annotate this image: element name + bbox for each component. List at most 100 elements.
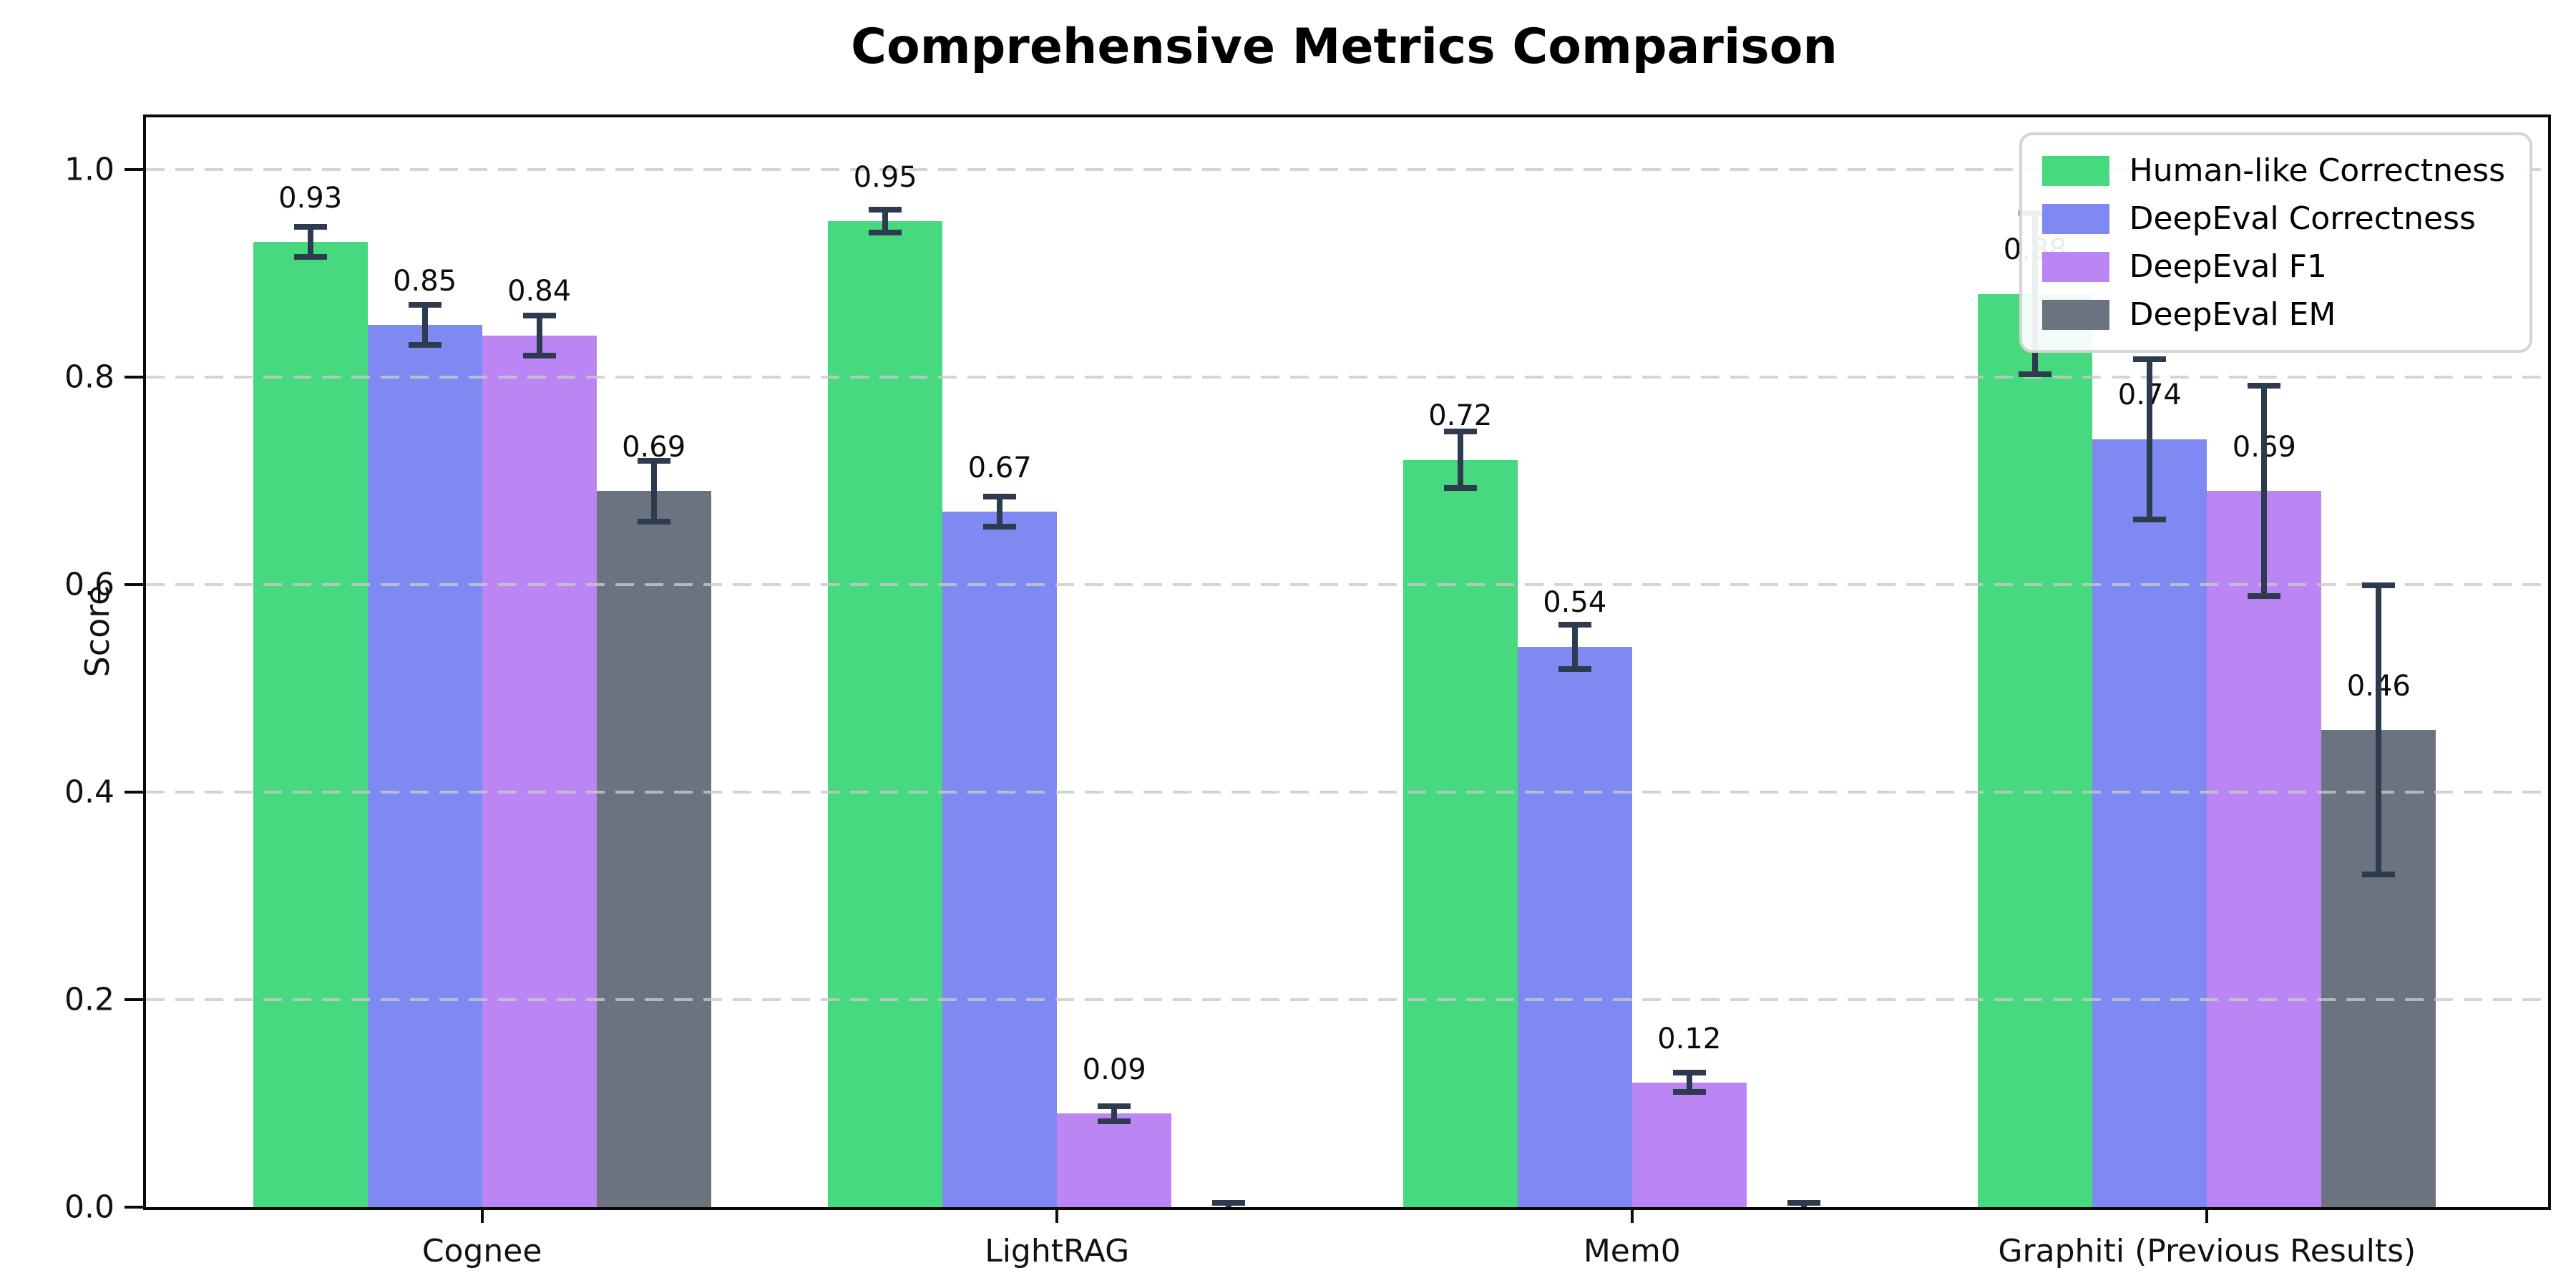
error-bar-cap (2362, 582, 2396, 588)
error-bar-cap (408, 342, 441, 348)
bar-value-label: 0.84 (507, 275, 572, 308)
error-bar-cap (1672, 1089, 1706, 1096)
legend-swatch (2041, 299, 2109, 330)
legend-label: Human-like Correctness (2129, 152, 2505, 189)
error-bar-cap (293, 224, 327, 230)
error-bar (2147, 358, 2153, 520)
bar-series2-cat4 (2092, 439, 2207, 1207)
error-bar-cap (1098, 1103, 1131, 1109)
bar-series3-cat1 (482, 335, 597, 1207)
gridline-y-0.6 (146, 582, 2548, 586)
error-bar-cap (983, 494, 1017, 500)
gridline-y-1.0 (146, 167, 2548, 171)
gridline-y-0.4 (146, 790, 2548, 794)
error-bar (1686, 1072, 1692, 1093)
bar-series3-cat3 (1631, 1082, 1747, 1207)
legend-item-4: DeepEval EM (2041, 296, 2505, 333)
error-bar-cap (1098, 1118, 1131, 1125)
bar-value-label: 0.12 (1657, 1022, 1722, 1055)
bar-value-label: 0.72 (1428, 399, 1493, 433)
legend-item-1: Human-like Correctness (2041, 152, 2505, 189)
error-bar-cap (2248, 383, 2281, 389)
legend-label: DeepEval F1 (2129, 248, 2327, 285)
bar-value-label: 0.67 (967, 451, 1032, 484)
error-bar-cap (293, 253, 327, 260)
x-tick-label-2: LightRAG (985, 1233, 1130, 1269)
error-bar-cap (1212, 1199, 1246, 1206)
error-bar-cap (869, 230, 902, 236)
bar-series1-cat1 (253, 242, 368, 1207)
y-axis-tick (125, 997, 143, 1001)
legend-label: DeepEval Correctness (2129, 200, 2476, 237)
error-bar (2376, 584, 2382, 875)
error-bar (1111, 1105, 1118, 1123)
y-axis-tick (125, 1206, 143, 1209)
y-axis-tick (125, 167, 143, 171)
bar-series4-cat1 (596, 491, 711, 1207)
error-bar (882, 208, 889, 234)
error-bar (2261, 385, 2268, 597)
error-bar-cap (637, 457, 670, 464)
error-bar-cap (1672, 1070, 1706, 1076)
error-bar (1571, 623, 1578, 670)
y-tick-label: 0.6 (64, 566, 114, 603)
error-bar (997, 496, 1003, 527)
error-bar-cap (2133, 356, 2167, 362)
bar-series2-cat1 (367, 325, 482, 1207)
legend-swatch (2041, 155, 2109, 186)
error-bar-cap (522, 352, 556, 358)
bar-series1-cat2 (828, 221, 943, 1207)
plot-area: 0.0 0.2 0.4 0.6 0.8 1.0 Cognee LightRAG Mem0 Grap… (64, 114, 2551, 1269)
legend-item-3: DeepEval F1 (2041, 248, 2505, 285)
bar-series1-cat4 (1978, 293, 2093, 1207)
error-bar (307, 226, 313, 258)
bar-series2-cat2 (942, 512, 1058, 1207)
error-bar (650, 459, 657, 522)
y-axis-tick (125, 375, 143, 379)
legend-swatch (2041, 251, 2109, 282)
y-tick-label: 0.8 (64, 358, 114, 396)
error-bar-cap (2362, 871, 2396, 877)
error-bar-cap (1787, 1199, 1820, 1206)
error-bar-cap (2248, 593, 2281, 600)
error-bar-cap (1443, 485, 1477, 492)
legend-item-2: DeepEval Correctness (2041, 200, 2505, 237)
bar-series1-cat3 (1402, 459, 1518, 1207)
error-bar-cap (637, 518, 670, 525)
x-axis-tick (1055, 1207, 1059, 1223)
error-bar-cap (983, 523, 1017, 530)
bar-value-label: 0.85 (393, 264, 457, 298)
y-axis-tick (125, 790, 143, 794)
legend-swatch (2041, 203, 2109, 234)
error-bar-cap (1443, 429, 1477, 435)
x-axis-tick (480, 1207, 484, 1223)
x-tick-label-3: Mem0 (1583, 1233, 1681, 1269)
error-bar-cap (2019, 371, 2052, 377)
error-bar-cap (1558, 621, 1591, 628)
error-bar-cap (522, 312, 556, 318)
bar-value-label: 0.09 (1082, 1053, 1146, 1087)
bar-series2-cat3 (1517, 646, 1632, 1207)
y-axis-tick (125, 582, 143, 586)
bar-value-label: 0.95 (853, 160, 917, 194)
bar-series3-cat2 (1057, 1113, 1172, 1207)
error-bar (1457, 431, 1463, 489)
x-axis-tick (1630, 1207, 1634, 1223)
gridline-y-0.8 (146, 375, 2548, 379)
error-bar (421, 304, 428, 346)
y-tick-label: 0.2 (64, 981, 114, 1018)
x-tick-label-4: Graphiti (Previous Results) (1998, 1233, 2416, 1269)
error-bar-cap (408, 302, 441, 308)
y-tick-label: 0.0 (64, 1189, 114, 1226)
y-axis-label: Score (78, 585, 117, 678)
legend: Human-like Correctness DeepEval Correctne… (2019, 132, 2532, 353)
chart-title: Comprehensive Metrics Comparison (851, 19, 1838, 75)
legend-label: DeepEval EM (2129, 296, 2336, 333)
error-bar-cap (1558, 665, 1591, 672)
bar-value-label: 0.93 (278, 181, 343, 215)
x-tick-label-1: Cognee (421, 1233, 542, 1269)
y-tick-label: 1.0 (64, 151, 114, 188)
bar-value-label: 0.54 (1543, 586, 1607, 620)
bar-series3-cat4 (2207, 491, 2322, 1207)
